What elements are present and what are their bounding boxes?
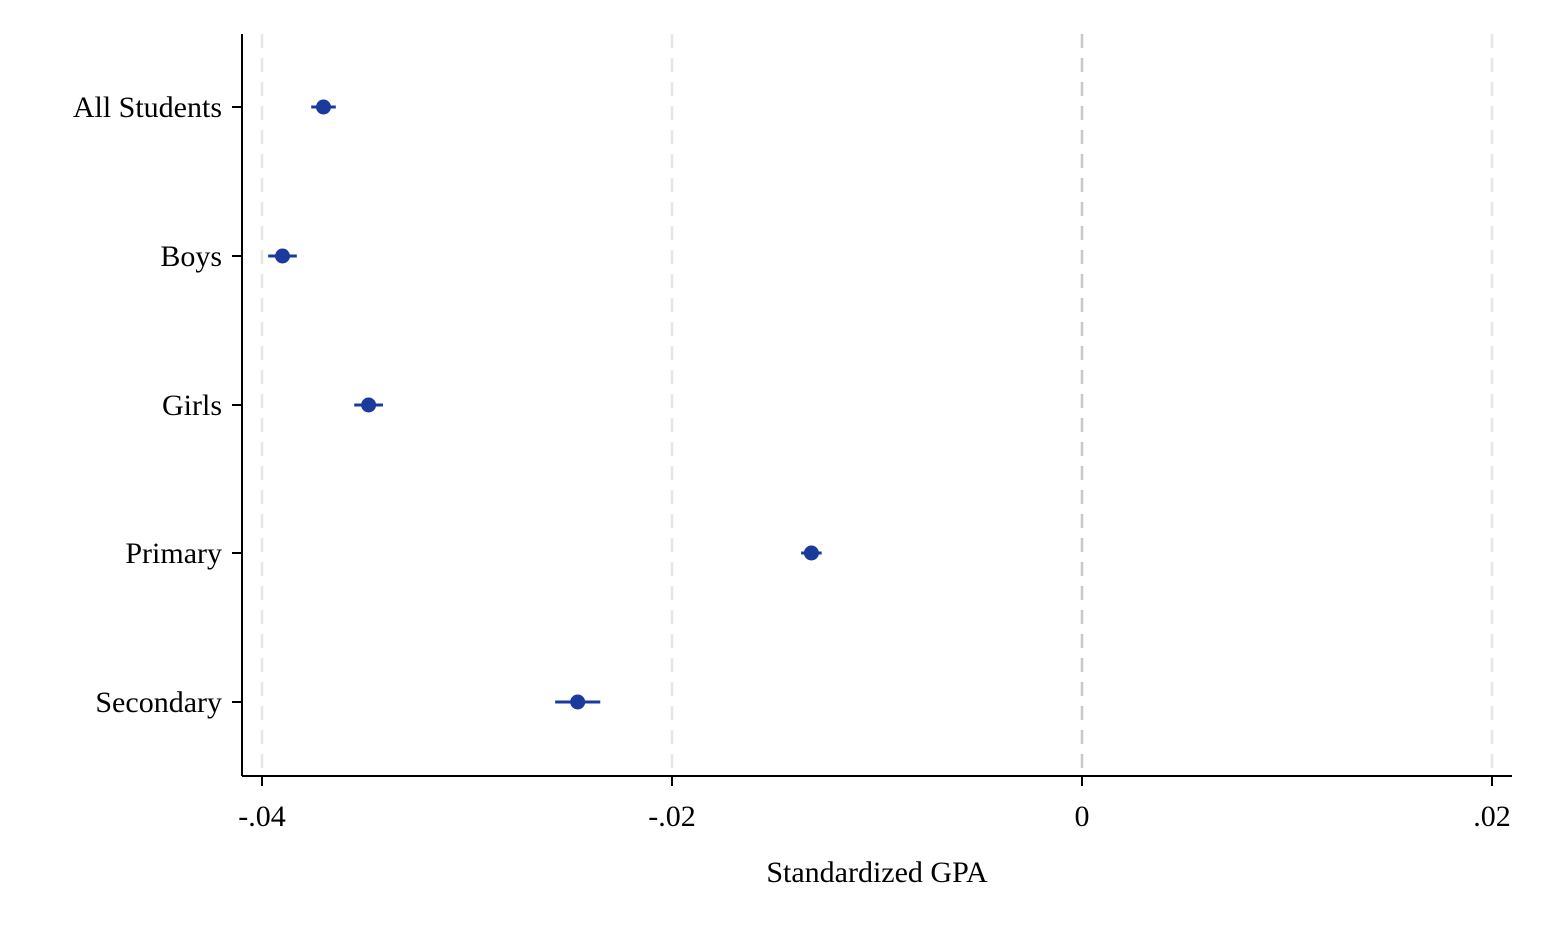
reference-lines [260,34,1494,775]
x-axis-ticks: -.04 -.02 0 .02 [238,776,1511,833]
y-category-label: Secondary [95,686,222,719]
x-tick-label: 0 [1075,800,1090,833]
point-estimate [570,694,586,710]
x-tick-label: -.04 [238,800,286,833]
x-tick-label: .02 [1473,800,1511,833]
y-category-label: All Students [73,91,222,124]
y-category-label: Girls [162,389,222,422]
y-category-label: Primary [125,537,222,570]
point-estimate [316,99,331,115]
y-category-label: Boys [160,240,222,273]
x-tick-label: -.02 [648,800,696,833]
estimates [268,99,822,710]
point-estimate [361,397,377,413]
axes [241,34,1512,777]
point-estimate [803,545,819,561]
x-axis-title: Standardized GPA [766,856,988,889]
point-estimate [275,248,290,264]
y-axis-ticks: All Students Boys Girls Primary Secondary [73,91,242,719]
